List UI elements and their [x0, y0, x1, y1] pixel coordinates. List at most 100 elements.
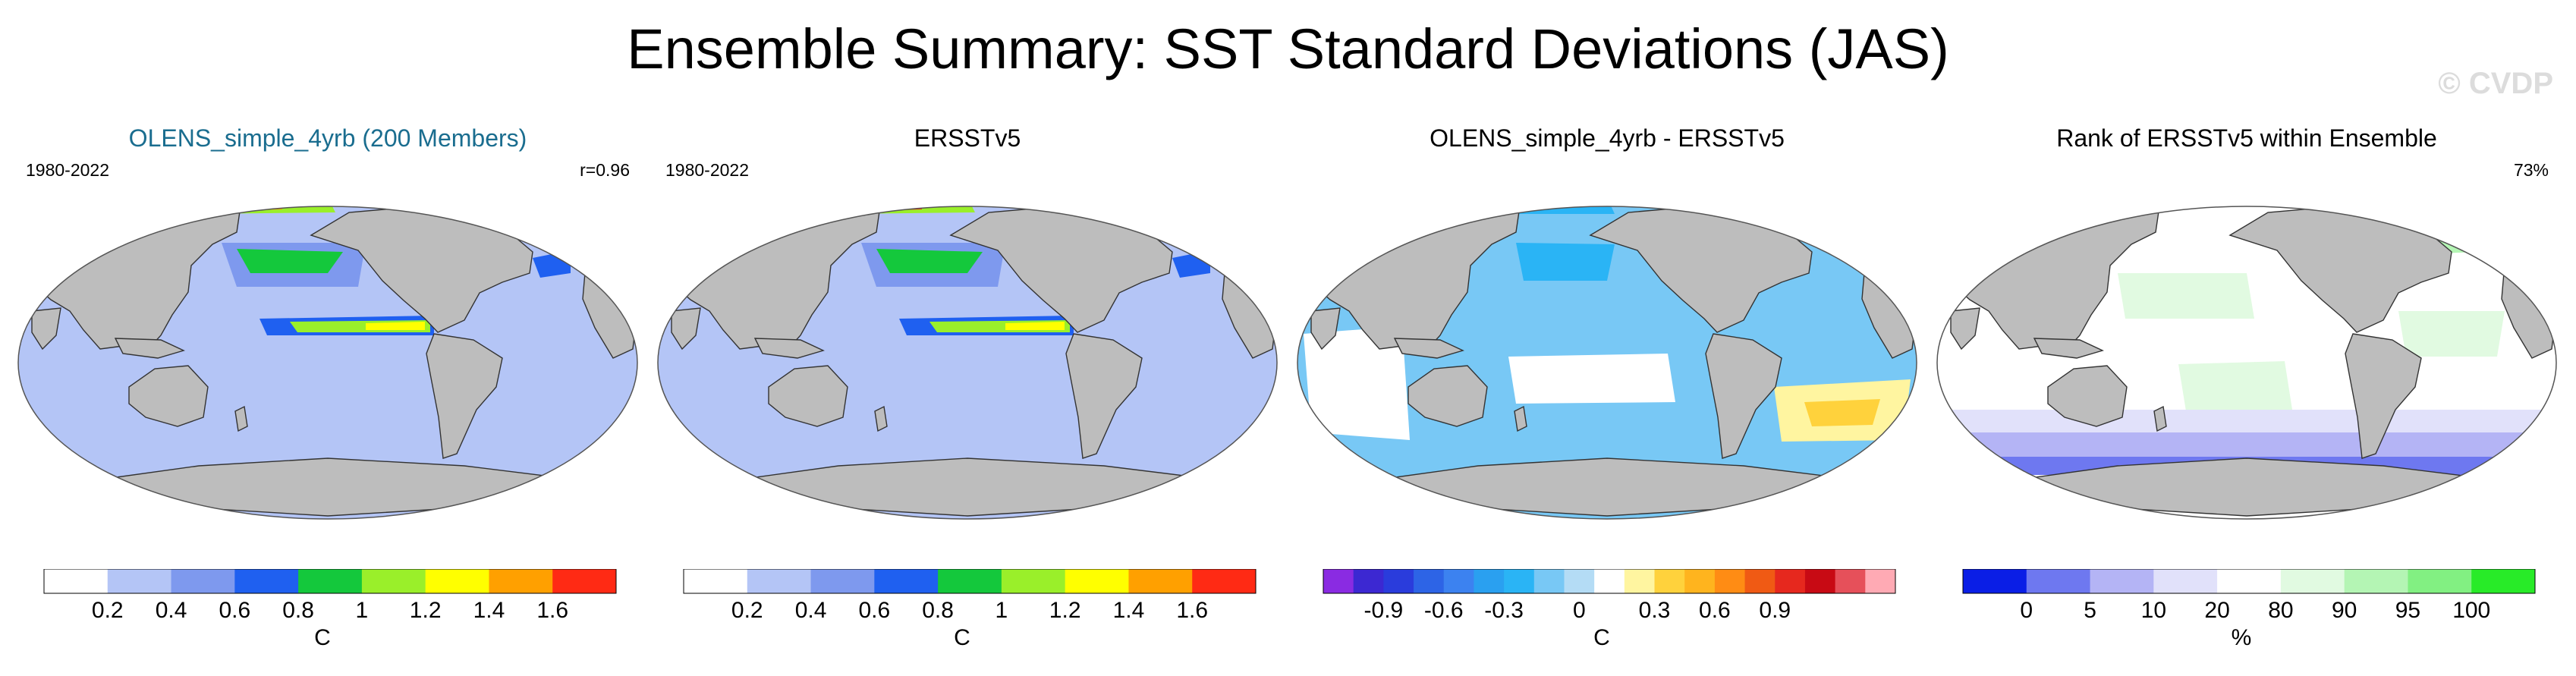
- colorbar-tick-label: 0.6: [1699, 598, 1731, 623]
- colorbar-swatch: [2090, 569, 2154, 593]
- colorbar-tick-label: 1.6: [536, 598, 568, 623]
- region-arctic-margin: [191, 206, 335, 214]
- land-maritime-continent: [1393, 338, 1464, 359]
- land-australia: [768, 365, 848, 427]
- colorbar-tick-label: 1.4: [1113, 598, 1145, 623]
- pattern-correlation-label: r=0.96: [580, 160, 630, 180]
- panel-difference: OLENS_simple_4yrb - ERSSTv5 -0.9 -0.6 -0.3…: [1288, 114, 1926, 660]
- colorbar-swatch: [1963, 569, 2027, 593]
- colorbar-tick-label: 0: [1573, 598, 1586, 623]
- colorbar-tick-label: 0.4: [795, 598, 827, 623]
- colorbar-border: [1323, 569, 1896, 594]
- colorbar-swatch: [234, 569, 299, 593]
- panel-ersst-std: ERSSTv5 1980-2022 0.2 0.4 0.6 0.8 1 1.2 1.4 1.6…: [649, 114, 1286, 660]
- colorbar-swatch: [1383, 569, 1414, 593]
- colorbar-tick-label: -0.3: [1484, 598, 1524, 623]
- land-india: [1950, 307, 1980, 351]
- colorbar-swatch: [1504, 569, 1535, 593]
- colorbar-swatch: [171, 569, 235, 593]
- colorbar: 0.2 0.4 0.6 0.8 1 1.2 1.4 1.6 C: [43, 569, 617, 650]
- colorbar-swatch: [1065, 569, 1129, 593]
- colorbar: 0 5 10 20 80 90 95 100%: [1962, 569, 2536, 650]
- land-australia: [2047, 365, 2128, 427]
- land-india: [1310, 307, 1341, 351]
- colorbar-swatch: [361, 569, 426, 593]
- map-outline: [1297, 206, 1917, 520]
- colorbar-swatch: [44, 569, 109, 593]
- region-arctic-margin: [831, 206, 975, 214]
- land-india: [31, 307, 61, 351]
- colorbar-swatch: [2153, 569, 2218, 593]
- period-label: 1980-2022: [26, 160, 109, 180]
- colorbar-tick-label: 0.6: [219, 598, 250, 623]
- region-subtropical-north: [168, 288, 442, 322]
- colorbar-swatch: [489, 569, 553, 593]
- colorbar-tick-label: 0.9: [1759, 598, 1791, 623]
- robinson-map: [17, 206, 638, 520]
- colorbar-swatch: [1624, 569, 1656, 593]
- land-south-america: [426, 333, 503, 459]
- panel-rank: Rank of ERSSTv5 within Ensemble 73% 0 5 10…: [1928, 114, 2565, 660]
- region-subtropical-pacific-green: [2118, 273, 2254, 319]
- land-maritime-continent: [114, 338, 185, 359]
- colorbar-tick-label: 0.3: [1639, 598, 1671, 623]
- colorbar-swatch: [938, 569, 1002, 593]
- rank-percent-label: 73%: [2513, 160, 2549, 180]
- colorbar-tick-label: 95: [2395, 598, 2420, 623]
- colorbar-swatch: [2026, 569, 2091, 593]
- colorbar-tick-label: 1.2: [1049, 598, 1081, 623]
- colorbar-swatch: [1654, 569, 1685, 593]
- panel-title: ERSSTv5: [914, 124, 1021, 152]
- land-australia: [1408, 365, 1488, 427]
- region-south-pacific-pos: [1508, 354, 1675, 404]
- colorbar-border: [43, 569, 617, 594]
- region-enso-core: [366, 322, 425, 330]
- region-tropical-atlantic-green: [2398, 311, 2505, 357]
- colorbar-tick-label: 0.2: [92, 598, 124, 623]
- colorbar-swatch: [2217, 569, 2282, 593]
- colorbar-swatch: [2471, 569, 2536, 593]
- region-south-ocean-low: [24, 349, 631, 449]
- colorbar-swatch: [1323, 569, 1354, 593]
- region-south-ocean-low: [664, 349, 1271, 449]
- colorbar-swatch: [425, 569, 489, 593]
- panel-title: Rank of ERSSTv5 within Ensemble: [2056, 124, 2437, 152]
- colorbar-tick-label: 20: [2204, 598, 2229, 623]
- land-south-america: [1065, 333, 1143, 459]
- region-enso-core: [1005, 322, 1065, 330]
- colorbar-border: [683, 569, 1257, 594]
- colorbar-swatch: [1865, 569, 1896, 593]
- region-north-pacific-core: [876, 249, 983, 273]
- colorbar-swatch: [2344, 569, 2408, 593]
- colorbar-swatch: [1001, 569, 1066, 593]
- colorbar-swatch: [1353, 569, 1384, 593]
- colorbar-swatch: [1775, 569, 1806, 593]
- region-south-pacific-green: [2178, 361, 2292, 411]
- colorbar-swatch: [874, 569, 939, 593]
- region-south-atlantic-core: [1804, 399, 1880, 426]
- colorbar-tick-label: 90: [2332, 598, 2357, 623]
- colorbar-tick-label: 100: [2452, 598, 2490, 623]
- robinson-map: [1297, 206, 1917, 520]
- colorbar-tick-label: 0.8: [922, 598, 954, 623]
- land-new-zealand: [874, 405, 888, 432]
- cvdp-watermark: © CVDP: [2438, 67, 2553, 100]
- colorbar-units-label: C: [314, 625, 331, 650]
- map-outline: [17, 206, 638, 520]
- colorbar-swatch: [1128, 569, 1193, 593]
- colorbar-tick-label: 0.6: [858, 598, 890, 623]
- colorbar-tick-label: 0: [2020, 598, 2033, 623]
- colorbar-tick-label: -0.9: [1364, 598, 1404, 623]
- region-arctic-max: [869, 206, 922, 211]
- colorbar-swatch: [1835, 569, 1866, 593]
- colorbar-tick-label: 10: [2141, 598, 2166, 623]
- colorbar-swatch: [1192, 569, 1257, 593]
- colorbar-tick-label: 1.6: [1176, 598, 1208, 623]
- colorbar-swatch: [2408, 569, 2472, 593]
- colorbar-swatch: [1744, 569, 1776, 593]
- colorbar-tick-label: 1.2: [410, 598, 442, 623]
- region-indian-ocean-pos: [1304, 326, 1410, 440]
- colorbar-swatch: [1714, 569, 1746, 593]
- colorbar-swatch: [1414, 569, 1445, 593]
- colorbar-swatch: [298, 569, 363, 593]
